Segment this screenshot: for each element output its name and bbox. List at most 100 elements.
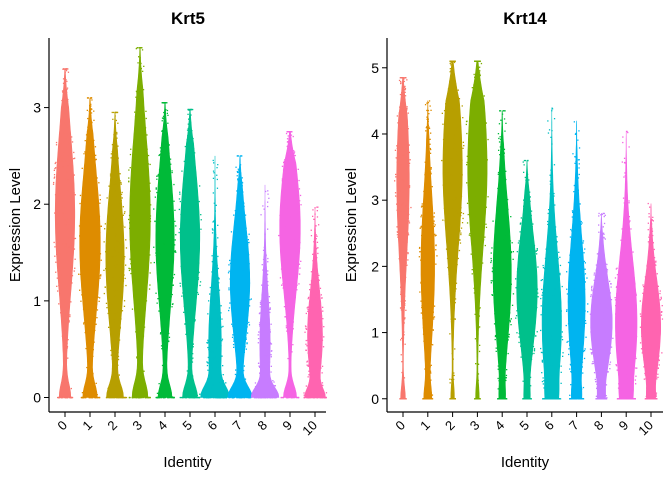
jitter-point (427, 348, 429, 350)
jitter-point (65, 396, 67, 399)
jitter-point (419, 246, 421, 249)
jitter-point (454, 348, 456, 350)
jitter-point (401, 137, 403, 140)
jitter-point (69, 178, 71, 181)
jitter-point (318, 311, 321, 313)
jitter-point (62, 386, 65, 388)
jitter-point (431, 394, 433, 397)
jitter-point (162, 143, 165, 145)
jitter-point (182, 211, 184, 214)
jitter-point (314, 275, 316, 277)
jitter-point (187, 366, 190, 368)
jitter-point (248, 305, 251, 307)
jitter-point (518, 321, 520, 323)
jitter-point (483, 187, 486, 189)
jitter-point (310, 229, 312, 231)
jitter-point (430, 171, 432, 173)
jitter-point (137, 379, 139, 381)
jitter-point (137, 294, 139, 297)
jitter-point (224, 393, 226, 396)
jitter-point (542, 292, 544, 294)
jitter-point (218, 388, 220, 390)
jitter-point (456, 263, 458, 266)
jitter-point (452, 358, 454, 360)
jitter-point (325, 392, 328, 394)
jitter-point (116, 281, 118, 283)
jitter-point (167, 325, 169, 327)
jitter-point (315, 285, 317, 287)
jitter-point (509, 321, 511, 323)
jitter-point (181, 237, 183, 239)
jitter-point (486, 159, 488, 161)
jitter-point (241, 216, 244, 218)
jitter-point (234, 210, 236, 212)
jitter-point (266, 290, 268, 292)
jitter-point (527, 371, 529, 373)
jitter-point (90, 289, 93, 291)
jitter-point (316, 372, 318, 374)
jitter-point (63, 348, 65, 350)
jitter-point (98, 300, 100, 302)
jitter-point (171, 171, 173, 174)
jitter-point (192, 375, 194, 377)
jitter-point (424, 268, 426, 271)
jitter-point (289, 216, 291, 218)
jitter-points-2 (441, 60, 465, 400)
jitter-point (320, 294, 322, 296)
jitter-point (444, 219, 446, 222)
jitter-point (268, 396, 270, 399)
jitter-point (241, 249, 243, 251)
jitter-point (117, 355, 120, 358)
jitter-point (519, 231, 521, 233)
jitter-point (456, 238, 458, 240)
jitter-point (144, 127, 146, 129)
jitter-point (222, 365, 224, 367)
jitter-point (509, 260, 511, 263)
jitter-point (407, 166, 409, 168)
jitter-point (400, 293, 402, 295)
jitter-point (267, 350, 270, 352)
jitter-point (192, 263, 194, 266)
jitter-point (402, 96, 404, 98)
jitter-point (287, 300, 290, 302)
jitter-point (136, 166, 138, 168)
jitter-point (479, 73, 481, 76)
jitter-point (65, 109, 67, 112)
jitter-point (422, 264, 424, 266)
jitter-point (191, 130, 193, 132)
jitter-point (90, 112, 93, 114)
jitter-point (95, 158, 97, 161)
jitter-point (132, 234, 134, 237)
jitter-point (447, 193, 450, 195)
jitter-point (239, 362, 241, 364)
jitter-point (481, 165, 483, 167)
jitter-point (429, 221, 431, 223)
jitter-point (503, 148, 506, 150)
jitter-point (307, 376, 309, 378)
jitter-point (318, 274, 320, 277)
jitter-point (81, 259, 83, 261)
jitter-point (83, 153, 85, 155)
jitter-point (230, 280, 232, 282)
jitter-point (167, 301, 169, 303)
jitter-point (195, 277, 197, 279)
jitter-point (317, 396, 319, 399)
jitter-point (500, 199, 503, 202)
jitter-point (142, 245, 145, 247)
jitter-point (547, 387, 549, 389)
jitter-point (64, 119, 66, 121)
jitter-point (474, 268, 476, 270)
jitter-point (265, 355, 267, 357)
jitter-point (501, 357, 503, 359)
jitter-point (580, 311, 582, 313)
jitter-point (433, 222, 435, 224)
jitter-point (526, 337, 528, 340)
jitter-point (499, 136, 501, 138)
jitter-point (499, 172, 501, 175)
jitter-point (490, 252, 492, 254)
jitter-point (96, 317, 98, 319)
jitter-point (499, 398, 501, 400)
jitter-point (141, 346, 143, 348)
jitter-point (267, 385, 269, 387)
jitter-point (552, 337, 554, 339)
